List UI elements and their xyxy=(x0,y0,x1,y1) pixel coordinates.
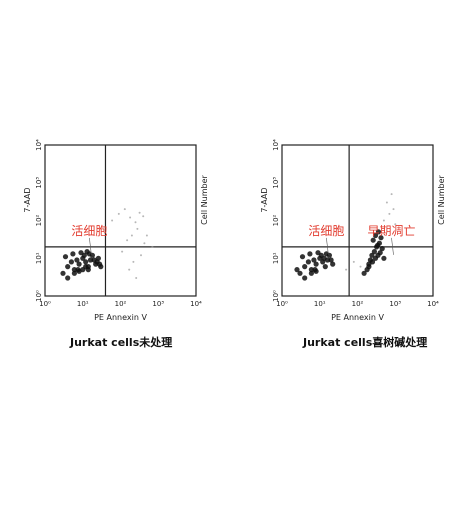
data-point xyxy=(360,266,362,268)
plot-camptothecin-treated: 10⁰ 10¹ 10² 10³ 10⁴ 10⁰ 10¹ 10² 10³ 10⁴ PE Annexin… xyxy=(260,139,446,322)
y-tick-label: 10³ xyxy=(35,177,43,189)
data-point xyxy=(393,208,395,210)
y-tick-label: 10⁴ xyxy=(272,139,280,151)
y-tick-label: 10³ xyxy=(272,177,280,189)
data-point xyxy=(60,271,65,276)
x-tick-label: 10³ xyxy=(389,300,401,308)
y-axis-label: 7-AAD xyxy=(23,187,32,212)
data-point xyxy=(383,220,385,222)
data-point xyxy=(388,213,390,215)
annotation-label: 活细胞 xyxy=(71,224,107,238)
y-tick-label: 10⁰ xyxy=(272,290,280,302)
x-axis-label: PE Annexin V xyxy=(94,313,147,322)
data-point xyxy=(77,262,82,267)
data-point xyxy=(353,261,355,263)
data-point xyxy=(118,213,120,215)
plot-untreated: 10⁰ 10¹ 10² 10³ 10⁴ 10⁰ 10¹ 10² 10³ 10⁴ PE Annexin… xyxy=(23,139,209,322)
caption-treated: Jurkat cells喜树碱处理 xyxy=(303,334,427,350)
data-point xyxy=(124,208,126,210)
data-point xyxy=(142,215,144,217)
data-point xyxy=(126,239,128,241)
series-scattered-events xyxy=(111,208,153,279)
data-point xyxy=(375,243,380,248)
x-tick-label: 10² xyxy=(115,300,127,308)
data-point xyxy=(111,220,113,222)
data-point xyxy=(314,262,319,267)
data-point xyxy=(314,269,319,274)
y-axis-label: 7-AAD xyxy=(260,187,269,212)
data-point xyxy=(86,267,91,272)
secondary-axis-label: Cell Number xyxy=(200,174,209,224)
data-point xyxy=(131,235,133,237)
caption-untreated: Jurkat cells未处理 xyxy=(70,334,172,350)
y-tick-label: 10⁰ xyxy=(35,290,43,302)
data-point xyxy=(83,259,88,264)
data-point xyxy=(365,267,370,272)
x-tick-label: 10¹ xyxy=(314,300,326,308)
y-tick-label: 10² xyxy=(272,214,280,226)
data-point xyxy=(69,259,74,264)
data-point xyxy=(146,235,148,237)
data-point xyxy=(323,264,328,269)
annotation-label: 早期凋亡 xyxy=(368,224,416,238)
y-tick-label: 10¹ xyxy=(35,252,43,264)
data-point xyxy=(139,212,141,214)
x-tick-label: 10³ xyxy=(152,300,164,308)
data-point xyxy=(302,264,307,269)
data-point xyxy=(65,264,70,269)
annotation-label: 活细胞 xyxy=(308,224,344,238)
x-axis-label: PE Annexin V xyxy=(331,313,384,322)
data-point xyxy=(306,259,311,264)
data-point xyxy=(386,202,388,204)
data-point xyxy=(151,246,153,248)
data-point xyxy=(322,256,327,261)
data-point xyxy=(136,228,138,230)
x-tick-label: 10² xyxy=(352,300,364,308)
data-point xyxy=(143,242,145,244)
data-point xyxy=(65,275,70,280)
data-point xyxy=(97,262,102,267)
x-tick-label: 10¹ xyxy=(77,300,89,308)
plot-frame xyxy=(282,145,433,296)
y-tick-label: 10¹ xyxy=(272,252,280,264)
data-point xyxy=(121,251,123,253)
data-point xyxy=(63,254,68,259)
data-point xyxy=(366,262,371,267)
x-tick-label: 10⁴ xyxy=(427,300,439,308)
series-live-cells-cluster xyxy=(294,250,335,281)
data-point xyxy=(369,253,374,258)
data-point xyxy=(135,277,137,279)
y-tick-label: 10² xyxy=(35,214,43,226)
data-point xyxy=(132,261,134,263)
data-point xyxy=(329,257,334,262)
data-point xyxy=(302,275,307,280)
data-point xyxy=(381,256,386,261)
data-point xyxy=(380,246,385,251)
data-point xyxy=(294,267,299,272)
data-point xyxy=(128,269,130,271)
data-point xyxy=(345,269,347,271)
data-point xyxy=(140,254,142,256)
data-point xyxy=(300,254,305,259)
series-live-cells-cluster xyxy=(60,249,103,281)
plot-frame xyxy=(45,145,196,296)
data-point xyxy=(129,217,131,219)
data-point xyxy=(72,271,77,276)
data-point xyxy=(70,251,75,256)
data-point xyxy=(307,251,312,256)
data-point xyxy=(391,193,393,195)
x-tick-label: 10⁴ xyxy=(190,300,202,308)
data-point xyxy=(371,238,376,243)
data-point xyxy=(309,271,314,276)
data-point xyxy=(135,221,137,223)
secondary-axis-label: Cell Number xyxy=(437,174,446,224)
y-tick-label: 10⁴ xyxy=(35,139,43,151)
